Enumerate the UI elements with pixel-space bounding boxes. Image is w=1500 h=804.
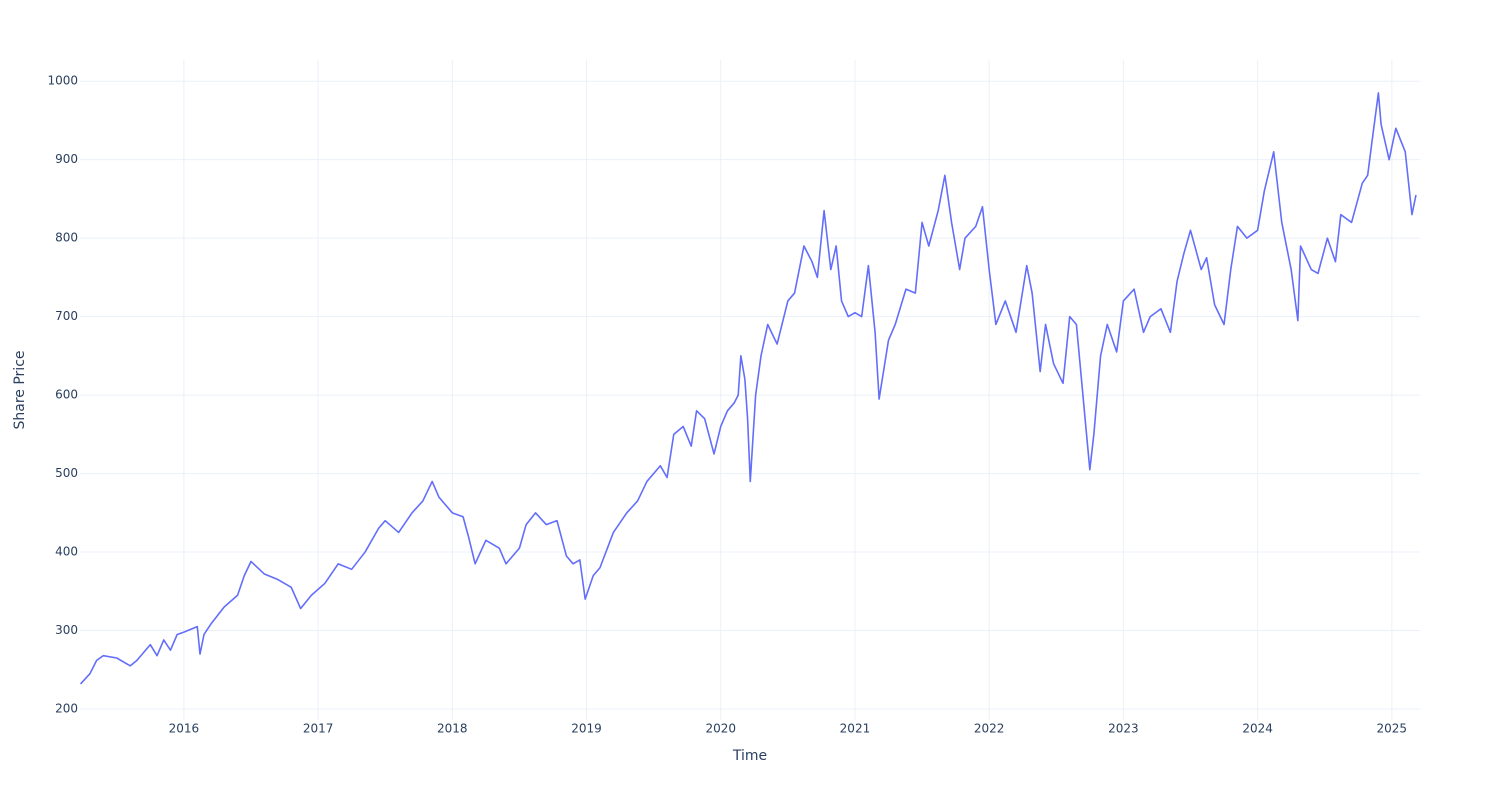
x-tick-label: 2020 (705, 722, 736, 736)
y-tick-label: 700 (55, 309, 78, 323)
x-tick-label: 2022 (974, 722, 1005, 736)
y-tick-label: 300 (55, 623, 78, 637)
x-tick-label: 2025 (1377, 722, 1408, 736)
x-tick-label: 2016 (169, 722, 200, 736)
y-tick-label: 600 (55, 388, 78, 402)
x-tick-label: 2019 (571, 722, 602, 736)
x-tick-label: 2018 (437, 722, 468, 736)
x-tick-label: 2024 (1242, 722, 1273, 736)
price-line (79, 92, 1417, 685)
y-tick-label: 800 (55, 231, 78, 245)
x-axis-title: Time (732, 748, 767, 764)
y-tick-label: 500 (55, 466, 78, 480)
x-tick-label: 2023 (1108, 722, 1139, 736)
y-tick-label: 200 (55, 702, 78, 716)
y-tick-label: 1000 (47, 74, 78, 88)
x-tick-label: 2017 (303, 722, 334, 736)
y-axis-title: Share Price (12, 350, 28, 429)
y-tick-label: 400 (55, 545, 78, 559)
x-tick-label: 2021 (840, 722, 871, 736)
y-tick-label: 900 (55, 152, 78, 166)
